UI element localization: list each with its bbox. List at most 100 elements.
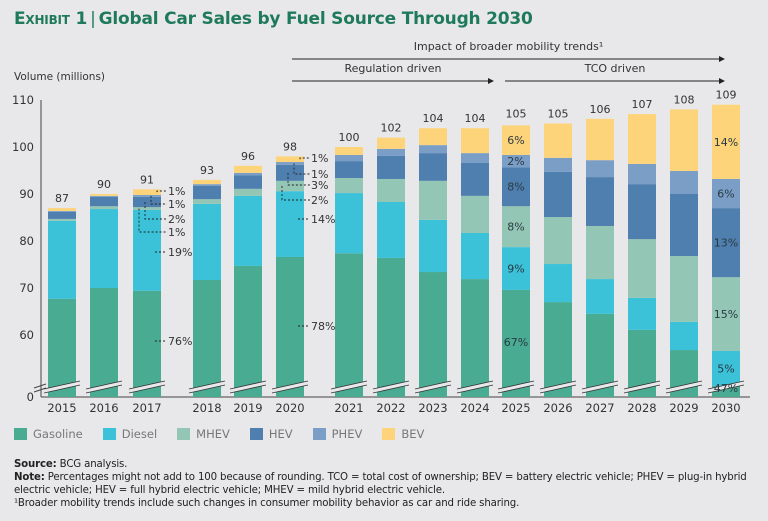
segment-percent-label: 8% [507, 221, 524, 234]
bar-total-label: 91 [140, 173, 154, 186]
bar-break-line [271, 384, 309, 394]
source-line: Source: BCG analysis. [14, 458, 758, 471]
bar-total-label: 107 [632, 98, 653, 111]
bar-segment-phev [586, 160, 614, 178]
bar-break-gap [666, 381, 702, 393]
bar-break-gap [415, 381, 451, 393]
bar-break-line [85, 384, 123, 394]
arrowhead-icon [719, 56, 725, 62]
x-tick-label: 2030 [711, 401, 740, 415]
y-tick-label: 90 [19, 187, 34, 201]
bar-segment-gasoline [276, 256, 304, 397]
bar-segment-phev [712, 178, 740, 209]
bar-segment-diesel [586, 279, 614, 314]
legend-label: PHEV [331, 427, 363, 441]
segment-percent-label: 5% [717, 362, 734, 375]
bar-segment-diesel [712, 350, 740, 386]
bar-total-label: 104 [423, 112, 444, 125]
bar-segment-diesel [670, 321, 698, 351]
legend-label: BEV [401, 427, 425, 441]
bar-total-label: 105 [548, 108, 569, 121]
legend-swatch [14, 428, 27, 440]
source-label: Source: [14, 459, 57, 470]
bar-segment-diesel [48, 220, 76, 299]
bar-break-line [128, 384, 166, 394]
bar-segment-diesel [419, 219, 447, 273]
y-tick-label: 60 [19, 328, 34, 342]
segment-percent-label: 8% [507, 181, 524, 194]
callout-percent-label: 3% [311, 179, 328, 192]
bar-segment-hev [544, 171, 572, 218]
callout-percent-label: 14% [311, 213, 335, 226]
bar-break-line [581, 384, 619, 394]
legend-item-mhev: MHEV [177, 427, 230, 441]
bar-break-line [43, 384, 81, 394]
bar-segment-mhev [586, 225, 614, 280]
x-tick-label: 2022 [376, 401, 405, 415]
x-tick-label: 2027 [585, 401, 614, 415]
bar-segment-gasoline [461, 279, 489, 397]
period-arrow-label: TCO driven [584, 62, 646, 75]
title-separator: | [90, 9, 96, 29]
callout-leader [156, 190, 167, 193]
segment-percent-label: 47% [714, 382, 738, 395]
bar-segment-hev [586, 177, 614, 226]
bar-segment-phev [670, 170, 698, 194]
bar-break-line [128, 380, 166, 390]
callout-leader [144, 201, 167, 220]
bar-segment-bev [377, 137, 405, 149]
x-tick-label: 2026 [543, 401, 572, 415]
x-tick-label: 2021 [334, 401, 363, 415]
bar-segment-diesel [276, 191, 304, 257]
bar-segment-phev [628, 163, 656, 185]
segment-percent-label: 6% [507, 134, 524, 147]
bar-break-line [623, 380, 661, 390]
period-arrow-label: Impact of broader mobility trends¹ [414, 40, 604, 53]
bar-break-line [43, 380, 81, 390]
axis-break-mark [33, 383, 47, 389]
bar-break-gap [582, 381, 618, 393]
bar-break-gap [331, 381, 367, 393]
bar-break-line [271, 380, 309, 390]
legend-swatch [249, 428, 263, 440]
bar-segment-phev [335, 154, 363, 162]
bar-segment-phev [234, 172, 262, 176]
bar-break-line [330, 380, 368, 390]
bar-segment-diesel [193, 203, 221, 281]
bar-break-line [497, 384, 535, 394]
x-tick-label: 2019 [233, 401, 262, 415]
bar-total-label: 105 [506, 108, 527, 121]
x-tick-label: 2018 [192, 401, 221, 415]
bar-total-label: 90 [97, 178, 111, 191]
bar-segment-gasoline [502, 289, 530, 397]
callout-percent-label: 19% [168, 246, 192, 259]
callout-leader [287, 172, 310, 186]
bar-segment-hev [419, 153, 447, 181]
bar-segment-mhev [276, 180, 304, 192]
legend-label: HEV [268, 427, 293, 441]
bar-segment-diesel [628, 297, 656, 330]
bar-total-label: 102 [381, 122, 402, 135]
bar-segment-mhev [133, 207, 161, 210]
legend-item-gasoline: Gasoline [14, 427, 83, 441]
bar-segment-mhev [712, 277, 740, 351]
bar-segment-mhev [377, 178, 405, 202]
bar-segment-phev [377, 148, 405, 156]
bar-segment-diesel [133, 209, 161, 291]
note-label: Note: [14, 472, 45, 483]
bar-total-label: 98 [283, 140, 297, 153]
bar-segment-mhev [502, 206, 530, 248]
callout-percent-label: 1% [168, 185, 185, 198]
bar-break-line [372, 380, 410, 390]
bar-segment-gasoline [48, 298, 76, 397]
callout-percent-label: 78% [311, 320, 335, 333]
bar-segment-mhev [419, 180, 447, 220]
y-tick-label: 70 [19, 281, 34, 295]
bar-segment-bev [276, 156, 304, 163]
bar-segment-bev [712, 104, 740, 179]
bar-break-line [539, 384, 577, 394]
bar-segment-bev [133, 189, 161, 195]
legend-item-phev: PHEV [312, 427, 363, 441]
bar-segment-gasoline [377, 257, 405, 397]
bar-total-label: 108 [674, 93, 695, 106]
